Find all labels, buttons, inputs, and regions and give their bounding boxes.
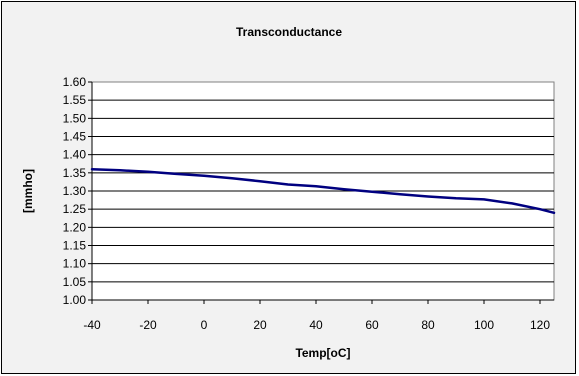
y-tick-label: 1.15 xyxy=(63,239,87,253)
y-tick-label: 1.20 xyxy=(63,220,87,234)
y-tick-label: 1.10 xyxy=(63,257,87,271)
x-tick-labels: -40 -20 0 20 40 60 80 100 120 xyxy=(83,318,550,332)
y-tick-label: 1.25 xyxy=(63,202,87,216)
x-tick-label: 0 xyxy=(201,318,208,332)
x-tick-label: 60 xyxy=(365,318,379,332)
y-axis-label: [mmho] xyxy=(21,169,35,213)
x-tick-label: -40 xyxy=(83,318,101,332)
y-tick-label: 1.60 xyxy=(63,75,87,89)
y-tick-label: 1.55 xyxy=(63,93,87,107)
x-tick-label: -20 xyxy=(139,318,157,332)
x-tick-label: 80 xyxy=(421,318,435,332)
y-tick-label: 1.30 xyxy=(63,184,87,198)
axes xyxy=(88,81,554,304)
y-tick-labels: 1.00 1.05 1.10 1.15 1.20 1.25 1.30 1.35 1.40 1.45… xyxy=(63,75,87,307)
chart-title: Transconductance xyxy=(236,25,342,39)
line-chart: Transconductance 1.00 1.05 1.10 1.15 1.20 1.2… xyxy=(21,25,556,360)
y-tick-label: 1.50 xyxy=(63,111,87,125)
x-tick-label: 40 xyxy=(309,318,323,332)
y-tick-label: 1.00 xyxy=(63,293,87,307)
x-tick-label: 20 xyxy=(253,318,267,332)
y-tick-label: 1.05 xyxy=(63,275,87,289)
y-tick-label: 1.45 xyxy=(63,130,87,144)
x-tick-label: 100 xyxy=(474,318,494,332)
x-tick-label: 120 xyxy=(530,318,550,332)
series-layer xyxy=(90,167,556,215)
y-tick-label: 1.35 xyxy=(63,166,87,180)
y-tick-label: 1.40 xyxy=(63,148,87,162)
x-axis-label: Temp[oC] xyxy=(295,346,350,360)
gridlines xyxy=(92,99,554,283)
series-line xyxy=(90,167,556,215)
